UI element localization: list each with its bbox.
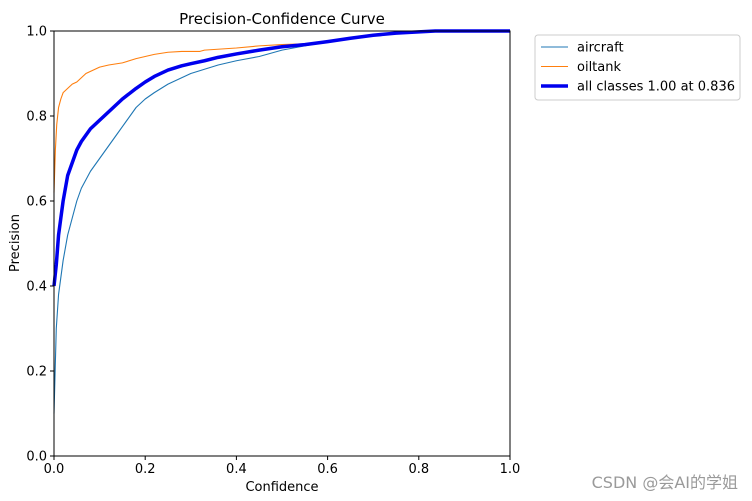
y-axis: 0.0 0.2 0.4 0.6 0.8 1.0: [26, 25, 54, 465]
chart-title: Precision-Confidence Curve: [179, 10, 385, 28]
series-line-1: [53, 30, 510, 193]
y-tick-label: 0.2: [26, 365, 47, 380]
x-tick-label: 0.6: [317, 462, 338, 477]
y-tick-label: 1.0: [26, 25, 47, 40]
x-tick-label: 0.2: [135, 462, 156, 477]
x-tick-label: 0.0: [44, 462, 65, 477]
x-axis: 0.0 0.2 0.4 0.6 0.8 1.0: [44, 456, 521, 477]
legend-box: [534, 34, 741, 101]
x-tick-label: 0.8: [408, 462, 429, 477]
watermark-text: CSDN @会AI的学姐: [592, 473, 738, 492]
legend-label-1: oiltank: [577, 60, 621, 75]
y-tick-label: 0.0: [26, 450, 47, 465]
legend: aircraft oiltank all classes 1.00 at 0.836: [534, 34, 741, 101]
x-tick-label: 1.0: [500, 462, 521, 477]
series-line-0: [53, 30, 510, 414]
series-line-2: [52, 29, 510, 287]
x-tick-label: 0.4: [226, 462, 247, 477]
y-tick-label: 0.8: [26, 110, 47, 125]
legend-label-2: all classes 1.00 at 0.836: [577, 80, 735, 95]
y-tick-label: 0.6: [26, 195, 47, 210]
plot-area: [52, 29, 510, 414]
plot-frame: [53, 30, 511, 457]
y-tick-label: 0.4: [26, 280, 47, 295]
y-axis-label: Precision: [8, 214, 23, 272]
legend-label-0: aircraft: [577, 41, 624, 56]
x-axis-label: Confidence: [245, 480, 318, 495]
